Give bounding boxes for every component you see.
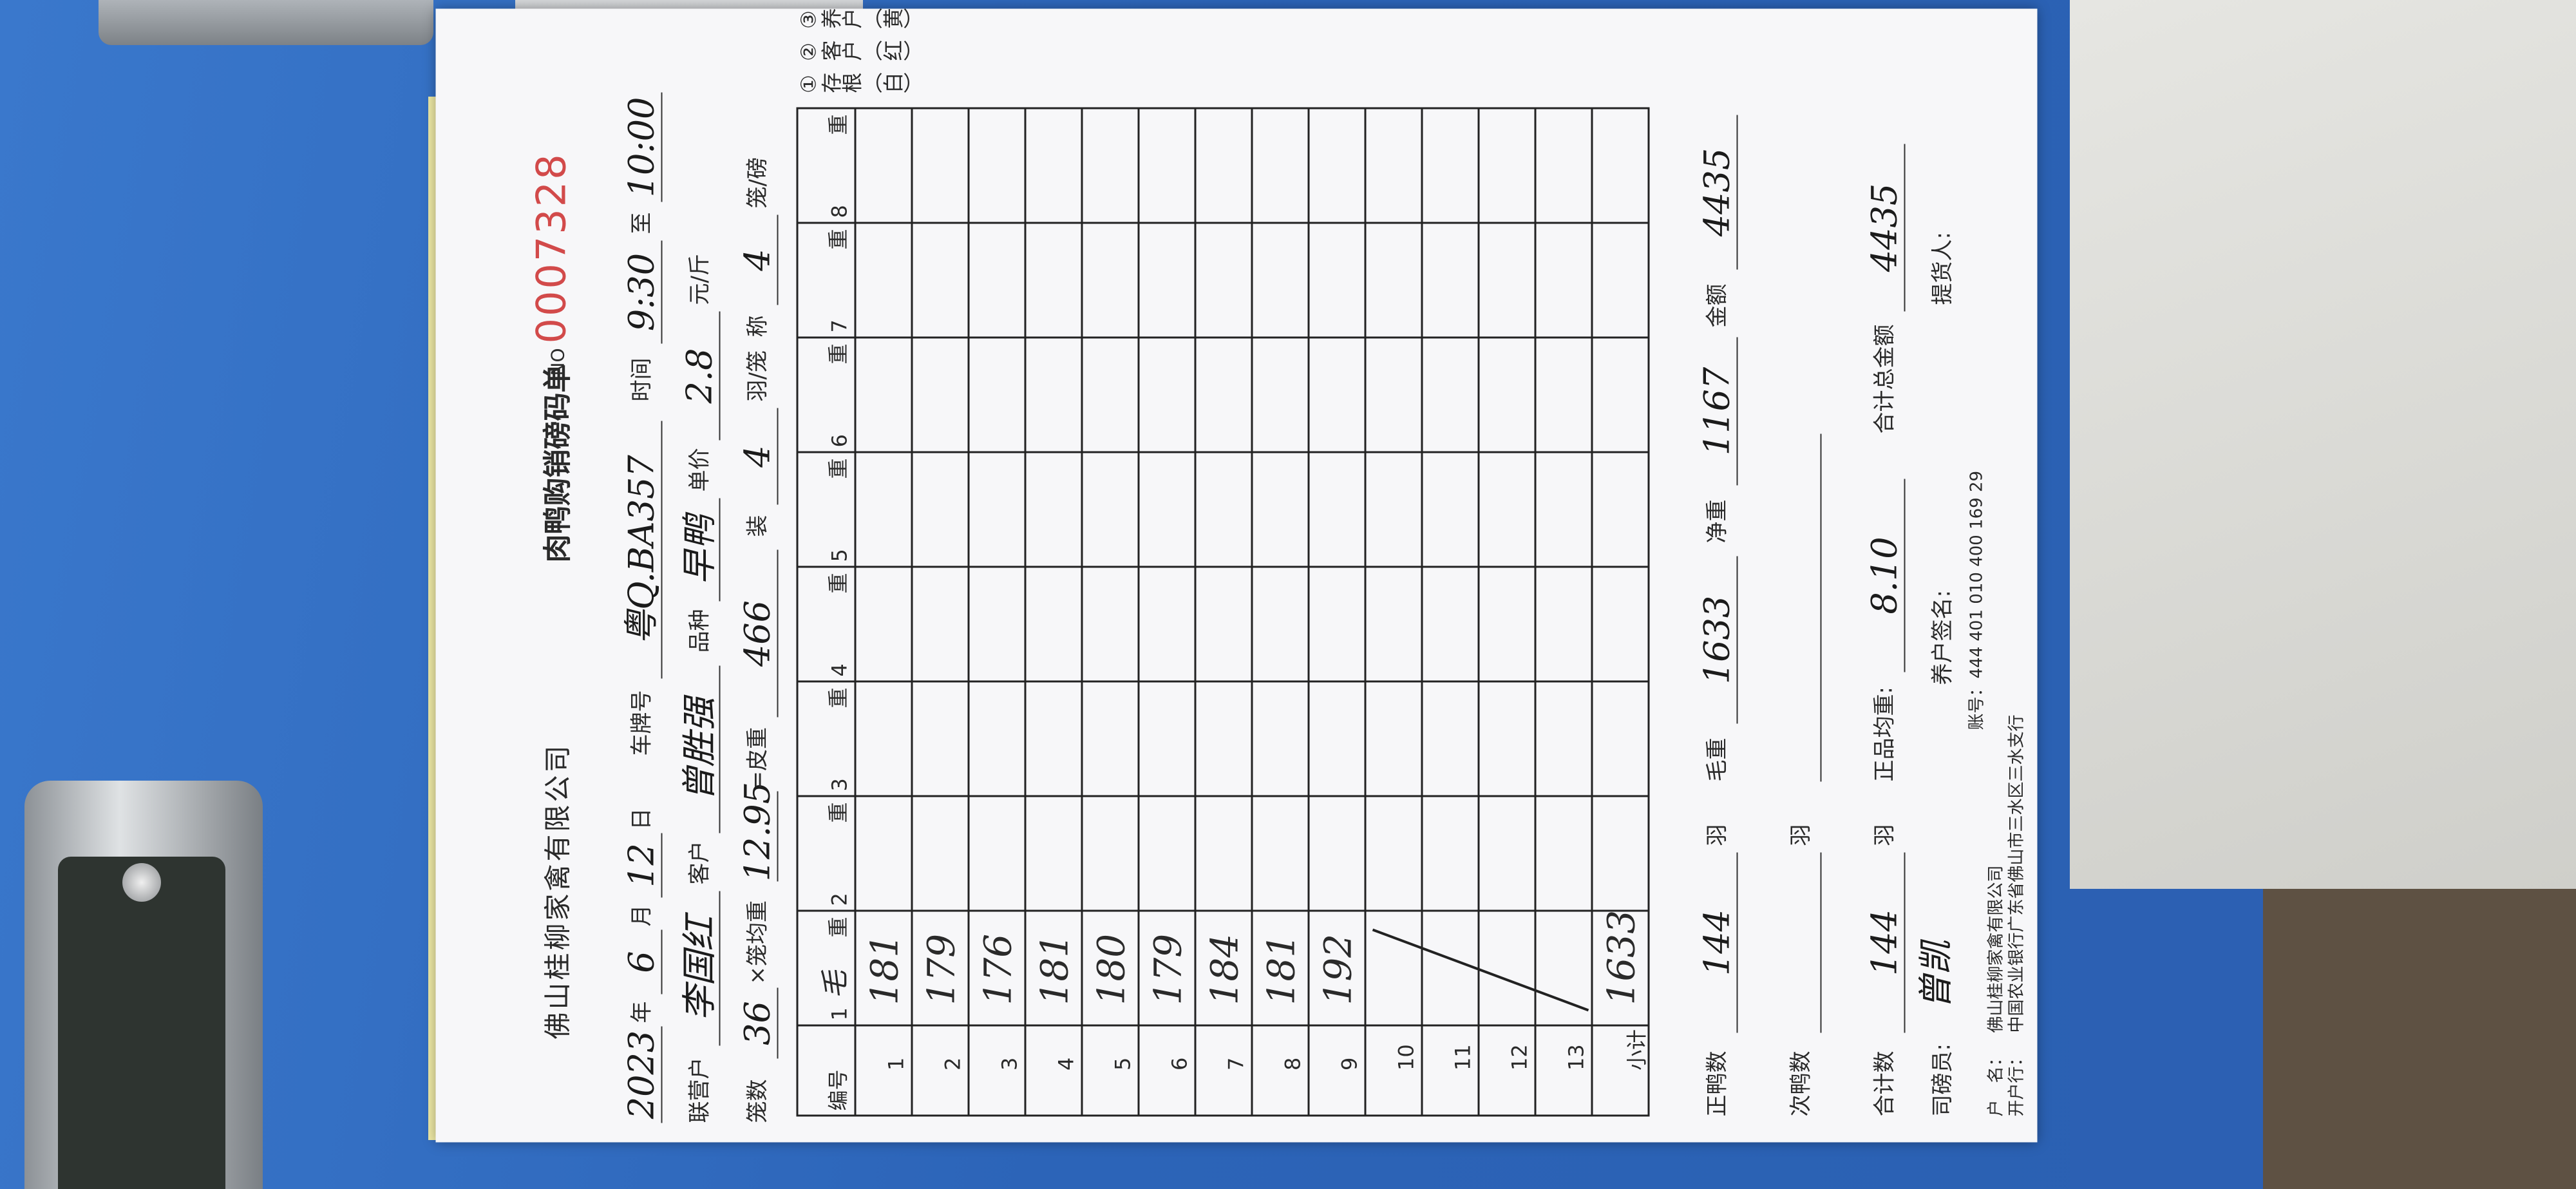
bank-label: 开户行： <box>2007 1049 2026 1116</box>
clerk: 曾凯 <box>1915 940 1956 1009</box>
avg-weight: 8.10 <box>1864 479 1905 672</box>
amount: 4435 <box>1696 115 1738 269</box>
clip-rivet <box>122 863 161 902</box>
net: 1167 <box>1696 337 1738 485</box>
avg-weight-label: 正品均重: <box>1871 686 1897 781</box>
gross-label: 毛重 <box>1704 737 1730 781</box>
top-clip <box>99 0 433 45</box>
account-name-label: 户 名： <box>1986 1049 2005 1116</box>
good-count: 144 <box>1696 852 1738 1032</box>
second-label: 次鸭数 <box>1788 1051 1814 1116</box>
farmer-sign-label: 养户签名: <box>1929 589 1955 685</box>
clerk-label: 司磅员: <box>1929 1043 1955 1116</box>
amount-label: 金额 <box>1704 283 1730 327</box>
gross: 1633 <box>1696 556 1738 723</box>
receiver-label: 提货人: <box>1929 231 1955 305</box>
account-name: 佛山桂柳家禽有限公司 <box>1986 864 2005 1032</box>
count: 144 <box>1864 852 1905 1032</box>
total-amount-label: 合计总金额 <box>1871 324 1897 433</box>
floor-background <box>2254 889 2576 1189</box>
net-label: 净重 <box>1704 499 1730 543</box>
folder-edge <box>2070 889 2263 1189</box>
bank: 中国农业银行广东省佛山市三水区三水支行 <box>2007 714 2026 1032</box>
account-no: 444 401 010 400 169 29 <box>1967 470 1986 678</box>
unit: 羽 <box>1788 824 1814 846</box>
unit: 羽 <box>1871 824 1897 846</box>
account-no-label: 账号： <box>1967 679 1986 730</box>
weighing-slip: 佛山桂柳家禽有限公司 肉鸭购销磅码单 NO 0007328 ①存根（白） ②客户… <box>435 7 2037 1142</box>
cloth-background <box>2070 0 2576 889</box>
unit: 羽 <box>1704 824 1730 846</box>
good-label: 正鸭数 <box>1704 1051 1730 1116</box>
second-blank <box>1781 852 1821 1032</box>
count-label: 合计数 <box>1871 1051 1897 1116</box>
left-clip-board <box>58 857 225 1189</box>
blank-line <box>1781 433 1821 781</box>
slash-line <box>1372 928 1589 1011</box>
total-amount: 4435 <box>1864 144 1905 311</box>
slash-mark <box>1372 928 1589 1011</box>
